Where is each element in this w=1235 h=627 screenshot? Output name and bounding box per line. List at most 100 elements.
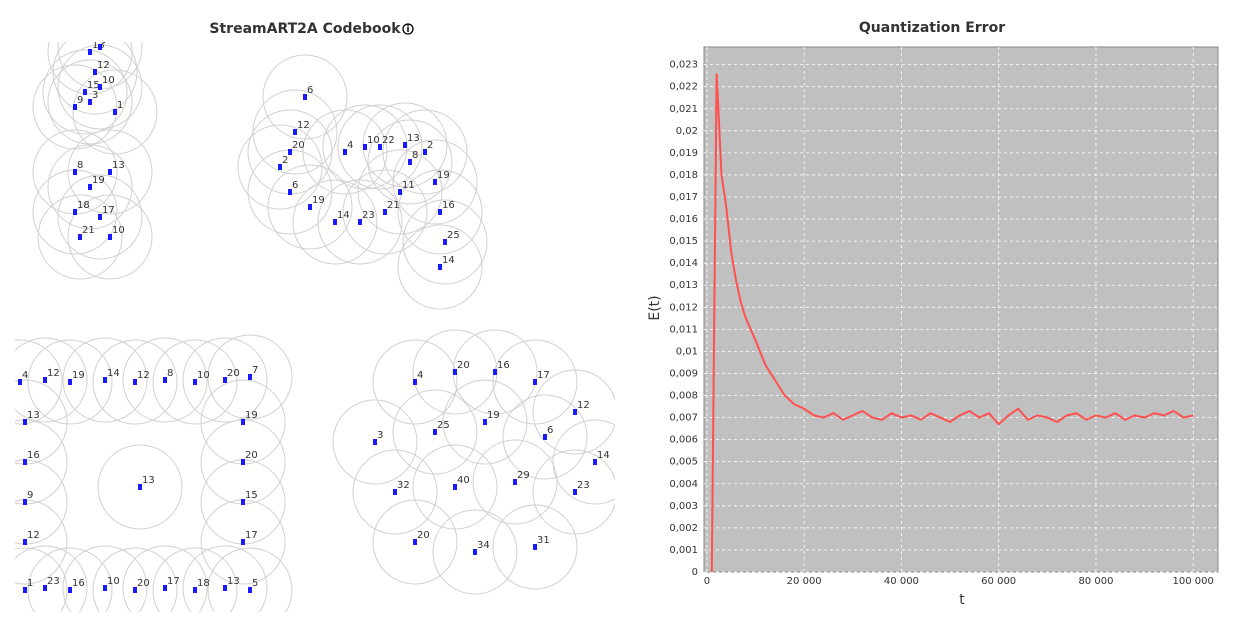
node-label: 17 xyxy=(245,530,258,541)
node xyxy=(241,499,245,505)
node-radius xyxy=(15,337,88,423)
node-label: 15 xyxy=(87,80,100,91)
y-tick-label: 0,014 xyxy=(669,258,698,269)
node xyxy=(68,587,72,593)
node-radius xyxy=(47,144,133,230)
node xyxy=(413,539,417,545)
node-label: 8 xyxy=(77,160,83,171)
node xyxy=(108,169,112,175)
node-radius xyxy=(472,439,558,525)
node xyxy=(343,149,347,155)
error-line xyxy=(710,73,1194,573)
node-label: 19 xyxy=(437,170,450,181)
node-radius xyxy=(92,339,178,425)
x-tick-label: 0 xyxy=(704,576,710,587)
node-radius xyxy=(152,339,238,425)
y-tick-label: 0,022 xyxy=(669,82,698,93)
node-radius xyxy=(52,42,138,115)
node xyxy=(573,489,577,495)
node-label: 18 xyxy=(197,578,210,589)
x-tick-label: 100 000 xyxy=(1173,576,1214,587)
node-radius xyxy=(62,337,148,423)
x-tick-label: 40 000 xyxy=(884,576,919,587)
node-label: 13 xyxy=(27,410,40,421)
node xyxy=(358,219,362,225)
node-label: 7 xyxy=(102,35,108,46)
node xyxy=(438,209,442,215)
node-label: 17 xyxy=(537,370,550,381)
y-tick-label: 0,013 xyxy=(669,280,698,291)
node-radius xyxy=(402,199,488,285)
node-radius xyxy=(342,169,428,255)
node-label: 15 xyxy=(245,490,258,501)
node-label: 22 xyxy=(382,135,395,146)
node-radius xyxy=(332,399,418,485)
node-radius xyxy=(532,369,615,455)
node xyxy=(443,239,447,245)
node-label: 32 xyxy=(397,480,410,491)
info-icon[interactable] xyxy=(402,23,414,35)
node xyxy=(113,109,117,115)
node-label: 3 xyxy=(92,90,98,101)
node xyxy=(43,377,47,383)
node-radius xyxy=(182,545,268,612)
node-label: 13 xyxy=(142,475,155,486)
node-label: 34 xyxy=(477,540,490,551)
node-label: 4 xyxy=(347,140,353,151)
node xyxy=(248,587,252,593)
node-radius xyxy=(442,379,528,465)
y-tick-label: 0,003 xyxy=(669,501,698,512)
node-radius xyxy=(67,129,153,215)
node-label: 12 xyxy=(27,530,40,541)
node xyxy=(93,69,97,75)
node xyxy=(23,539,27,545)
node xyxy=(193,379,197,385)
node xyxy=(593,459,597,465)
node-label: 40 xyxy=(457,475,470,486)
node-label: 4 xyxy=(22,370,28,381)
node-radius xyxy=(432,509,518,595)
node-label: 25 xyxy=(447,230,460,241)
node-radius xyxy=(397,224,483,310)
node-label: 14 xyxy=(337,210,350,221)
node-label: 11 xyxy=(402,180,415,191)
node-label: 16 xyxy=(442,200,455,211)
node-label: 10 xyxy=(102,75,115,86)
node-radius xyxy=(397,169,483,255)
node xyxy=(98,214,102,220)
node xyxy=(403,142,407,148)
node xyxy=(473,549,477,555)
node-radius xyxy=(337,104,423,190)
y-tick-label: 0,009 xyxy=(669,368,698,379)
node xyxy=(533,544,537,550)
node-label: 3 xyxy=(377,430,383,441)
node xyxy=(453,369,457,375)
y-tick-label: 0,007 xyxy=(669,413,698,424)
node-label: 20 xyxy=(227,368,240,379)
node-label: 29 xyxy=(517,470,530,481)
node xyxy=(223,377,227,383)
node-radius xyxy=(122,337,208,423)
node xyxy=(88,99,92,105)
node xyxy=(433,429,437,435)
node-radius xyxy=(62,545,148,612)
node xyxy=(413,379,417,385)
node-radius xyxy=(57,174,143,260)
y-tick-label: 0,008 xyxy=(669,391,698,402)
y-tick-label: 0,002 xyxy=(669,523,698,534)
node xyxy=(248,374,252,380)
node xyxy=(133,379,137,385)
node xyxy=(423,149,427,155)
y-tick-label: 0,011 xyxy=(669,324,698,335)
node-radius xyxy=(15,499,68,585)
node-label: 12 xyxy=(97,60,110,71)
node-label: 19 xyxy=(312,195,325,206)
node xyxy=(163,377,167,383)
node-label: 16 xyxy=(497,360,510,371)
y-tick-label: 0 xyxy=(692,567,698,578)
node xyxy=(88,184,92,190)
node xyxy=(278,164,282,170)
node-radius xyxy=(92,547,178,612)
node-radius xyxy=(207,547,293,612)
node-label: 25 xyxy=(437,420,450,431)
